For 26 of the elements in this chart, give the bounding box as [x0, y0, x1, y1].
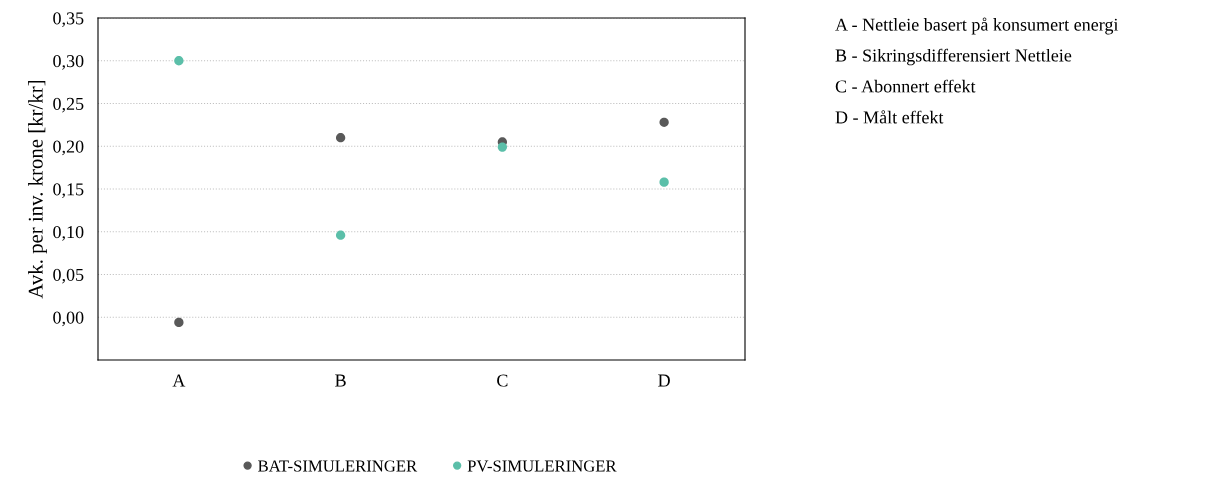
- y-tick-label: 0,05: [53, 268, 84, 284]
- point: [174, 317, 184, 328]
- point: [174, 56, 184, 66]
- x-tick-label: B: [335, 374, 346, 387]
- point: [659, 177, 669, 187]
- y-tick-label: 0,25: [53, 97, 84, 113]
- y-tick-label: 0,35: [53, 12, 84, 28]
- legend-label: BAT-SIMULERINGER: [258, 460, 418, 472]
- y-axis-title: Avk. per inv. krone [kr/kr]: [28, 80, 47, 299]
- y-tick-label: 0,00: [53, 311, 84, 327]
- text: B - Sikringsdifferensiert Nettleie: [835, 48, 1072, 66]
- point: [497, 142, 508, 152]
- legend-label: PV-SIMULERINGER: [467, 460, 617, 472]
- y-tick-label: 0,20: [53, 140, 84, 156]
- y-tick-label: 0,15: [53, 183, 84, 199]
- point: [335, 133, 346, 143]
- y-tick-label: 0,30: [53, 55, 84, 70]
- text: A - Nettleie basert på konsumert energi: [835, 17, 1119, 35]
- text: D - Målt effekt: [835, 110, 944, 124]
- x-tick-label: C: [497, 374, 508, 387]
- y-tick-label: 0,10: [53, 226, 84, 241]
- x-tick-label: D: [658, 374, 670, 387]
- point: [335, 230, 346, 240]
- x-tick-label: A: [172, 374, 186, 387]
- text: C - Abonnert effekt: [835, 79, 976, 93]
- point: [659, 117, 669, 127]
